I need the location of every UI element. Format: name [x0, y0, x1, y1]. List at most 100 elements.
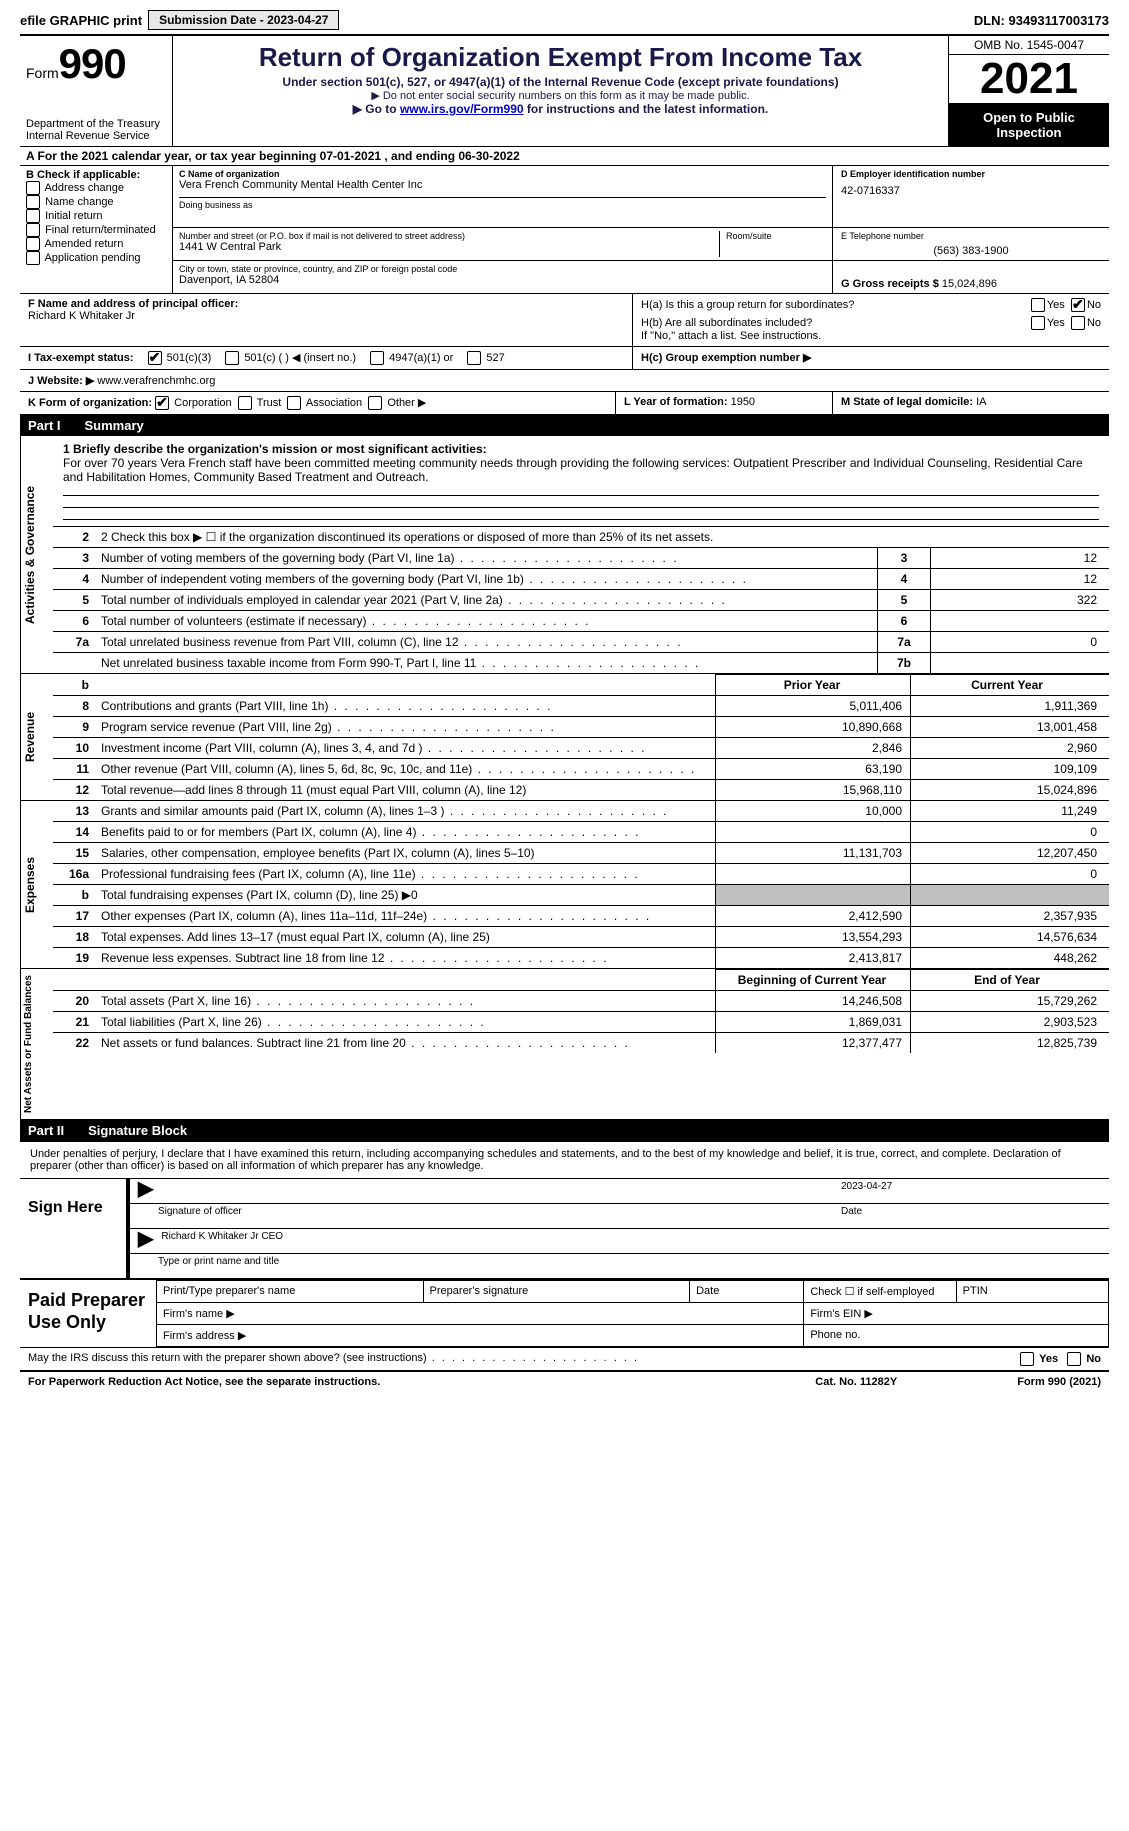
checkbox-ha-no[interactable] — [1071, 298, 1085, 312]
vtab-activities: Activities & Governance — [20, 436, 53, 673]
checkbox-527[interactable] — [467, 351, 481, 365]
row-label: Total number of volunteers (estimate if … — [95, 611, 878, 632]
box-e-label: E Telephone number — [841, 231, 1101, 241]
box-b-label: B Check if applicable: — [26, 169, 166, 181]
part1-title: Summary — [85, 418, 144, 433]
row-label: Grants and similar amounts paid (Part IX… — [95, 801, 716, 822]
checkbox-other[interactable] — [368, 396, 382, 410]
row-label: Benefits paid to or for members (Part IX… — [95, 822, 716, 843]
checkbox-address-change[interactable] — [26, 181, 40, 195]
arrow-icon: ▶ — [138, 1181, 153, 1201]
firm-ein-label: Firm's EIN ▶ — [804, 1303, 1109, 1325]
box-l-label: L Year of formation: — [624, 396, 728, 408]
row-label: Total fundraising expenses (Part IX, col… — [95, 885, 716, 906]
row-val: 0 — [931, 632, 1110, 653]
dba-label: Doing business as — [179, 197, 826, 210]
row-label: Net assets or fund balances. Subtract li… — [95, 1033, 716, 1054]
row-label: Professional fundraising fees (Part IX, … — [95, 864, 716, 885]
row-label: Number of voting members of the governin… — [95, 548, 878, 569]
box-j-label: J Website: ▶ — [28, 375, 94, 387]
page-title: Return of Organization Exempt From Incom… — [183, 42, 938, 73]
paid-preparer-label: Paid Preparer Use Only — [20, 1280, 156, 1347]
discuss-no: No — [1086, 1353, 1101, 1365]
ha-no: No — [1087, 299, 1101, 311]
gross-receipts-value: 15,024,896 — [942, 278, 997, 290]
row-num: 10 — [53, 738, 95, 759]
officer-sig-label: Signature of officer — [158, 1206, 841, 1226]
row-num: 17 — [53, 906, 95, 927]
checkbox-name-change[interactable] — [26, 195, 40, 209]
curr-val: 15,024,896 — [911, 780, 1110, 801]
firm-addr-label: Firm's address ▶ — [157, 1325, 804, 1347]
checkbox-501c[interactable] — [225, 351, 239, 365]
checkbox-association[interactable] — [287, 396, 301, 410]
curr-val: 14,576,634 — [911, 927, 1110, 948]
prior-val — [716, 822, 911, 843]
irs-link[interactable]: www.irs.gov/Form990 — [400, 102, 524, 116]
opt-association: Association — [306, 397, 362, 409]
prior-val: 13,554,293 — [716, 927, 911, 948]
checkbox-corporation[interactable] — [155, 396, 169, 410]
opt-initial-return: Initial return — [45, 210, 102, 222]
row-num: 19 — [53, 948, 95, 969]
curr-val-shade — [911, 885, 1110, 906]
box-f-label: F Name and address of principal officer: — [28, 298, 238, 310]
box-d-label: D Employer identification number — [841, 169, 985, 179]
row-num: 4 — [53, 569, 95, 590]
ein-value: 42-0716337 — [841, 185, 1101, 197]
opt-corporation: Corporation — [174, 397, 231, 409]
box-i-label: I Tax-exempt status: — [28, 352, 134, 364]
checkbox-501c3[interactable] — [148, 351, 162, 365]
checkbox-hb-yes[interactable] — [1031, 316, 1045, 330]
checkbox-trust[interactable] — [238, 396, 252, 410]
type-name-label: Type or print name and title — [158, 1256, 1101, 1276]
date-label: Date — [841, 1206, 1101, 1226]
checkbox-amended-return[interactable] — [26, 237, 40, 251]
curr-val: 2,960 — [911, 738, 1110, 759]
row-box: 3 — [878, 548, 931, 569]
city-value: Davenport, IA 52804 — [179, 274, 826, 286]
prep-date-label: Date — [690, 1281, 804, 1303]
checkbox-initial-return[interactable] — [26, 209, 40, 223]
checkbox-4947[interactable] — [370, 351, 384, 365]
form-number: 990 — [59, 40, 126, 87]
checkbox-discuss-no[interactable] — [1067, 1352, 1081, 1366]
mission-label: 1 Briefly describe the organization's mi… — [63, 442, 487, 456]
curr-val: 0 — [911, 822, 1110, 843]
submission-date-button[interactable]: Submission Date - 2023-04-27 — [148, 10, 339, 30]
sign-here-label: Sign Here — [20, 1179, 126, 1278]
hb-yes: Yes — [1047, 317, 1065, 329]
row-label: Contributions and grants (Part VIII, lin… — [95, 696, 716, 717]
opt-501c3: 501(c)(3) — [167, 352, 212, 364]
part1-number: Part I — [28, 418, 61, 433]
curr-val: 0 — [911, 864, 1110, 885]
checkbox-ha-yes[interactable] — [1031, 298, 1045, 312]
vtab-expenses: Expenses — [20, 801, 53, 968]
checkbox-final-return[interactable] — [26, 223, 40, 237]
row-val: 12 — [931, 569, 1110, 590]
prior-year-header: Prior Year — [716, 675, 911, 696]
row-num: b — [53, 885, 95, 906]
row-label: Total number of individuals employed in … — [95, 590, 878, 611]
row-num: 7a — [53, 632, 95, 653]
row-box: 7b — [878, 653, 931, 674]
row-num: 22 — [53, 1033, 95, 1054]
checkbox-hb-no[interactable] — [1071, 316, 1085, 330]
cat-number: Cat. No. 11282Y — [815, 1376, 897, 1388]
subtitle: Under section 501(c), 527, or 4947(a)(1)… — [183, 75, 938, 89]
opt-address-change: Address change — [44, 182, 124, 194]
checkbox-discuss-yes[interactable] — [1020, 1352, 1034, 1366]
vtab-net-assets: Net Assets or Fund Balances — [20, 969, 53, 1119]
row-val — [931, 611, 1110, 632]
firm-name-label: Firm's name ▶ — [157, 1303, 804, 1325]
row-num: 11 — [53, 759, 95, 780]
curr-val: 2,357,935 — [911, 906, 1110, 927]
row-label: Other expenses (Part IX, column (A), lin… — [95, 906, 716, 927]
current-year-header: Current Year — [911, 675, 1110, 696]
curr-val: 2,903,523 — [911, 1012, 1110, 1033]
prior-val: 14,246,508 — [716, 991, 911, 1012]
ha-label: H(a) Is this a group return for subordin… — [641, 299, 1031, 311]
row-num: 16a — [53, 864, 95, 885]
checkbox-application-pending[interactable] — [26, 251, 40, 265]
row-num: 18 — [53, 927, 95, 948]
